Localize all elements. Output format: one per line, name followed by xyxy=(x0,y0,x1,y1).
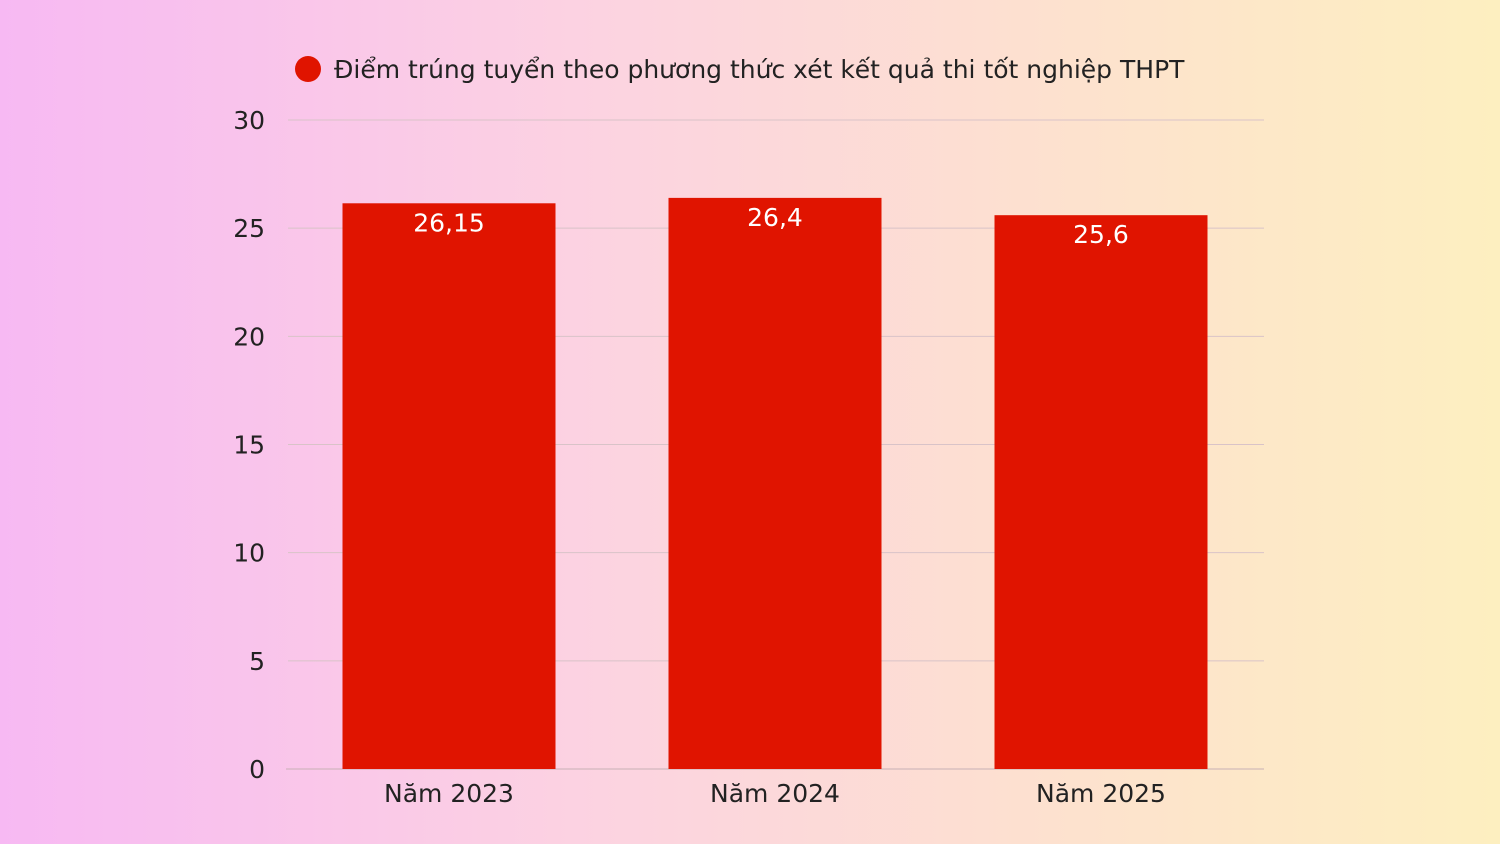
x-tick-label: Năm 2023 xyxy=(384,779,514,808)
y-tick-label: 20 xyxy=(233,322,265,351)
legend-marker xyxy=(295,56,321,82)
y-tick-label: 5 xyxy=(249,647,265,676)
y-tick-label: 0 xyxy=(249,755,265,784)
bar xyxy=(668,197,882,769)
bar-value-label: 25,6 xyxy=(1073,220,1129,249)
bar-value-label: 26,4 xyxy=(747,203,803,232)
bar-value-label: 26,15 xyxy=(413,208,485,237)
x-tick-label: Năm 2024 xyxy=(710,779,840,808)
value-labels: 26,15 26,4 25,6 xyxy=(413,203,1129,249)
y-tick-label: 15 xyxy=(233,431,265,460)
bar xyxy=(994,215,1208,770)
bars xyxy=(342,197,1208,770)
x-axis: Năm 2023 Năm 2024 Năm 2025 xyxy=(384,779,1166,808)
y-tick-label: 30 xyxy=(233,106,265,135)
x-tick-label: Năm 2025 xyxy=(1036,779,1166,808)
legend-label: Điểm trúng tuyển theo phương thức xét kế… xyxy=(334,55,1185,84)
y-axis: 0 5 10 15 20 25 30 xyxy=(233,106,265,784)
y-tick-label: 10 xyxy=(233,539,265,568)
bar xyxy=(342,203,556,769)
legend: Điểm trúng tuyển theo phương thức xét kế… xyxy=(295,55,1185,84)
y-tick-label: 25 xyxy=(233,214,265,243)
